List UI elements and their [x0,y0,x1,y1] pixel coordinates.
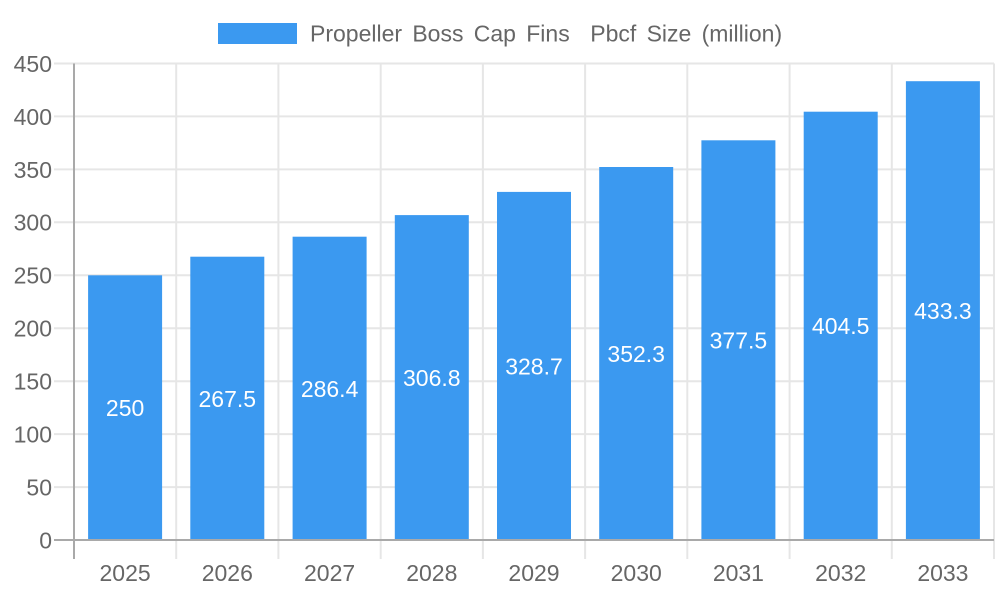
svg-text:450: 450 [14,51,52,77]
svg-text:250: 250 [106,395,144,421]
svg-text:267.5: 267.5 [199,386,257,412]
svg-text:2030: 2030 [611,560,662,586]
svg-text:200: 200 [14,316,52,342]
svg-text:150: 150 [14,369,52,395]
svg-text:352.3: 352.3 [607,341,665,367]
svg-text:350: 350 [14,157,52,183]
svg-text:2026: 2026 [202,560,253,586]
svg-text:0: 0 [39,527,52,553]
svg-text:250: 250 [14,263,52,289]
svg-text:306.8: 306.8 [403,365,461,391]
svg-text:433.3: 433.3 [914,298,972,324]
svg-text:328.7: 328.7 [505,353,563,379]
svg-text:377.5: 377.5 [710,328,768,354]
svg-text:2032: 2032 [815,560,866,586]
svg-text:2025: 2025 [100,560,151,586]
svg-text:2027: 2027 [304,560,355,586]
svg-text:300: 300 [14,210,52,236]
svg-text:50: 50 [26,475,52,501]
svg-text:404.5: 404.5 [812,313,870,339]
svg-text:100: 100 [14,422,52,448]
svg-text:2028: 2028 [406,560,457,586]
svg-text:2029: 2029 [508,560,559,586]
svg-text:2033: 2033 [917,560,968,586]
svg-text:286.4: 286.4 [301,376,359,402]
svg-text:2031: 2031 [713,560,764,586]
svg-text:400: 400 [14,104,52,130]
svg-text:Propeller Boss Cap Fins Pbcf: Propeller Boss Cap Fins Pbcf Size (milli… [310,20,782,46]
